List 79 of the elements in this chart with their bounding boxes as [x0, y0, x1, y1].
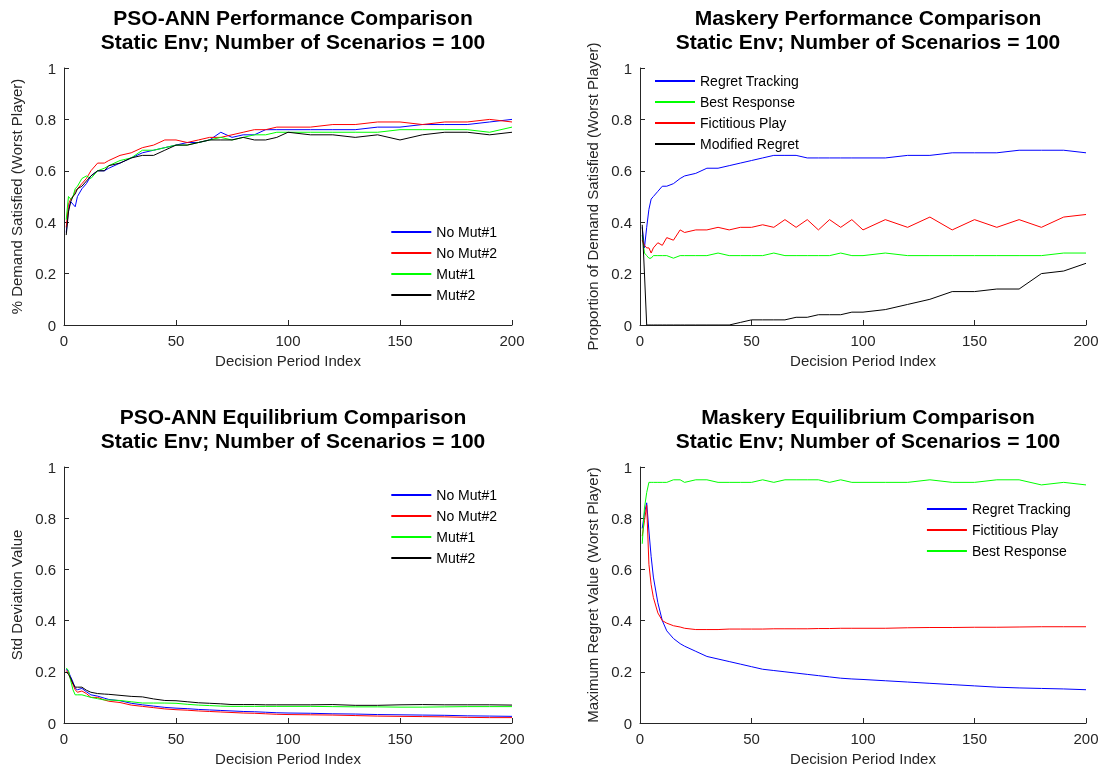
line-series — [641, 479, 1087, 545]
x-tick-label: 50 — [167, 730, 185, 747]
chart-subtitle: Static Env; Number of Scenarios = 100 — [100, 30, 486, 53]
x-tick-label: 50 — [743, 332, 760, 349]
x-tick-label: 150 — [961, 332, 988, 349]
x-tick-label: 100 — [850, 332, 876, 349]
y-tick-label: 0.2 — [35, 663, 56, 681]
chart-title: PSO-ANN Performance Comparison — [113, 6, 473, 29]
y-tick-label: 0 — [47, 316, 56, 334]
y-tick-label: 0.6 — [611, 162, 632, 180]
y-axis-title: Maximum Regret Value (Worst Player) — [584, 467, 602, 723]
legend-label: Fictitious Play — [971, 522, 1059, 538]
y-tick-label: 0.6 — [35, 162, 56, 180]
x-tick-label: 0 — [635, 730, 645, 747]
legend-label: Mut#1 — [436, 266, 476, 282]
x-tick-label: 150 — [387, 332, 413, 349]
y-tick-label: 1 — [47, 458, 56, 476]
legend-label: Regret Tracking — [971, 501, 1071, 517]
y-tick-label: 0.2 — [35, 265, 56, 283]
x-tick-label: 0 — [59, 730, 69, 747]
x-tick-label: 200 — [499, 730, 525, 747]
legend-label: Fictitious Play — [700, 115, 787, 131]
y-axis-title: % Demand Satisfied (Worst Player) — [8, 78, 26, 315]
legend-label: Regret Tracking — [700, 73, 799, 89]
x-tick-label: 100 — [275, 332, 301, 349]
y-tick-label: 0 — [47, 714, 56, 732]
x-tick-label: 50 — [167, 332, 185, 349]
x-tick-label: 100 — [275, 730, 301, 747]
chart-title: Maskery Performance Comparison — [694, 6, 1042, 29]
x-tick-label: 150 — [961, 730, 988, 747]
x-axis-title: Decision Period Index — [790, 749, 937, 767]
y-axis-title: Std Deviation Value — [8, 529, 26, 661]
chart-subtitle: Static Env; Number of Scenarios = 100 — [675, 429, 1061, 452]
x-tick-label: 100 — [850, 730, 876, 747]
y-tick-label: 0.6 — [35, 560, 56, 578]
y-tick-label: 0.2 — [611, 663, 632, 681]
y-tick-label: 0.2 — [611, 265, 632, 283]
x-tick-label: 150 — [387, 730, 413, 747]
legend-label: Modified Regret — [700, 136, 799, 152]
legend-label: No Mut#2 — [436, 245, 498, 261]
y-tick-label: 0 — [623, 316, 632, 334]
y-tick-label: 1 — [47, 59, 56, 77]
x-tick-label: 200 — [1073, 332, 1099, 349]
x-tick-label: 200 — [1073, 730, 1099, 747]
x-tick-label: 50 — [743, 730, 760, 747]
line-series — [641, 213, 1087, 254]
legend-label: Mut#1 — [436, 529, 476, 545]
x-axis-title: Decision Period Index — [215, 749, 362, 767]
y-axis-title: Proportion of Demand Satisfied (Worst Player) — [584, 42, 602, 351]
y-tick-label: 0.6 — [611, 560, 632, 578]
legend-label: Mut#2 — [436, 287, 476, 303]
chart-title: PSO-ANN Equilibrium Comparison — [119, 405, 467, 428]
legend-label: No Mut#2 — [436, 508, 498, 524]
y-tick-label: 0.4 — [611, 612, 632, 630]
y-tick-label: 0.8 — [611, 110, 632, 128]
y-tick-label: 0.4 — [35, 213, 56, 231]
y-tick-label: 0.8 — [35, 110, 56, 128]
y-tick-label: 1 — [623, 458, 632, 476]
x-axis-title: Decision Period Index — [215, 351, 362, 369]
y-tick-label: 1 — [623, 59, 632, 77]
chart-subtitle: Static Env; Number of Scenarios = 100 — [100, 429, 486, 452]
chart-subtitle: Static Env; Number of Scenarios = 100 — [675, 30, 1061, 53]
x-axis-title: Decision Period Index — [790, 351, 937, 369]
y-tick-label: 0.4 — [611, 213, 632, 231]
line-series — [641, 504, 1087, 631]
x-tick-label: 200 — [499, 332, 525, 349]
y-tick-label: 0.8 — [35, 509, 56, 527]
chart-title: Maskery Equilibrium Comparison — [701, 405, 1035, 428]
x-tick-label: 0 — [59, 332, 69, 349]
legend-label: Mut#2 — [436, 550, 476, 566]
y-tick-label: 0.4 — [35, 612, 56, 630]
y-tick-label: 0 — [623, 714, 632, 732]
legend-label: No Mut#1 — [436, 224, 498, 240]
line-series — [641, 502, 1087, 691]
legend-label: Best Response — [971, 543, 1068, 559]
legend-label: No Mut#1 — [436, 487, 498, 503]
x-tick-label: 0 — [635, 332, 645, 349]
y-tick-label: 0.8 — [611, 509, 632, 527]
legend-label: Best Response — [700, 94, 796, 110]
